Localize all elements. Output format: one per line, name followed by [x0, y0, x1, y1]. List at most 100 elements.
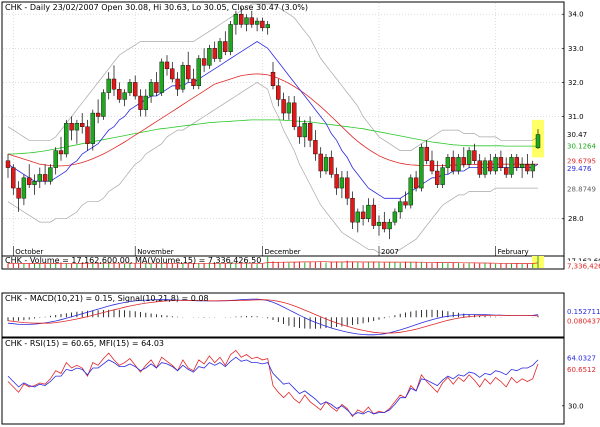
candle-body [270, 71, 276, 87]
candle-body [249, 17, 255, 25]
price-tag-label: 29.476 [567, 165, 592, 173]
candle-body [472, 150, 477, 161]
candle-body [90, 112, 96, 144]
candle-body [233, 14, 239, 25]
rsi-tag-label: 60.6512 [567, 366, 596, 374]
price-tag-bg [565, 163, 600, 173]
price-x-tick-label: November [137, 248, 174, 256]
candle-body [445, 157, 451, 168]
candle-body [143, 95, 149, 110]
candle-body [482, 160, 488, 175]
candle-body [191, 78, 196, 87]
candle-body [254, 20, 260, 25]
candle-body [276, 85, 281, 100]
candle-body [265, 24, 270, 29]
candle-body [42, 174, 48, 182]
candle-body [509, 157, 514, 175]
candle-body [180, 65, 186, 90]
candle-body [58, 150, 64, 155]
candle-body [201, 58, 207, 66]
rsi-right-tags: 64.0327 60.6512 [565, 352, 600, 374]
price-y-tick-label: 34.0 [568, 11, 584, 19]
candle-body [148, 82, 154, 97]
rsi-title: CHK - RSI(15) = 60.65, MFI(15) = 64.03 [5, 339, 164, 348]
candle-body [228, 24, 233, 52]
candle-body [382, 221, 387, 230]
candle-body [488, 160, 493, 172]
volume-panel: 17,162,607,336,426 CHK - Volume = 17,162… [1, 255, 600, 271]
candle-body [477, 160, 482, 175]
candle-body [170, 68, 175, 80]
candle-body [519, 163, 525, 168]
volume-tag-label: 7,336,426 [567, 263, 600, 271]
candle-body [138, 95, 143, 110]
candle-body [260, 20, 265, 29]
price-tag-bg [565, 155, 600, 165]
candle-body [122, 92, 127, 100]
price-tag-label: 30.47 [567, 131, 587, 139]
price-y-ticks: 34.0 33.0 32.0 31.0 28.0 [562, 11, 584, 223]
candle-body [111, 78, 117, 90]
price-candles [5, 7, 541, 240]
candle-body [207, 48, 212, 66]
candle-body [424, 146, 429, 161]
candle-body [429, 160, 435, 172]
price-y-tick-label: 33.0 [568, 45, 584, 53]
candle-body [117, 89, 122, 100]
candle-body [21, 177, 27, 199]
candle-body [53, 150, 58, 168]
volume-tag-bg [565, 256, 600, 265]
price-tag-bg [565, 184, 600, 194]
candle-body [196, 58, 202, 87]
candle-body [504, 167, 509, 175]
price-x-tick-label: October [15, 248, 43, 256]
candle-body [69, 123, 74, 131]
candle-body [64, 123, 69, 155]
candle-body [329, 157, 334, 175]
rsi-line [7, 349, 539, 418]
candle-body [408, 177, 413, 206]
candle-body [440, 167, 445, 185]
candle-body [302, 123, 307, 138]
volume-ma-line [8, 261, 539, 264]
macd-tag-bg [565, 306, 600, 316]
signal-line [7, 299, 539, 334]
price-panel: 34.0 33.0 32.0 31.0 28.0 October November Dece… [1, 1, 600, 257]
candle-body [281, 99, 286, 114]
candle-body [387, 221, 392, 230]
price-tag-label: 29.6795 [567, 157, 596, 165]
candle-body [313, 140, 318, 155]
candle-body [238, 14, 244, 25]
price-y-tick-label: 28.0 [568, 215, 584, 223]
candle-body [514, 157, 519, 168]
candle-body [451, 157, 456, 172]
candle-body [154, 82, 159, 93]
candle-body [244, 17, 249, 25]
macd-panel-frame [1, 292, 565, 338]
candle-body [419, 146, 424, 189]
candle-body [398, 201, 403, 213]
candle-body [318, 153, 323, 172]
macd-tag-label: 0.152711 [567, 308, 600, 316]
price-tag-label: 30.1264 [567, 143, 596, 151]
candle-body [339, 177, 345, 189]
candle-body [461, 157, 466, 165]
candle-body [323, 157, 329, 172]
candle-body [525, 163, 530, 172]
candle-body [217, 41, 223, 59]
candle-body [286, 102, 292, 114]
candle-body [360, 211, 366, 219]
price-chart-title: CHK - Daily 23/02/2007 Open 30.08, Hi 30… [5, 3, 308, 12]
candle-body [16, 187, 21, 199]
bollinger-lower-line [7, 81, 538, 254]
sma-short-line [7, 41, 539, 199]
rsi-mfi-plot [7, 349, 539, 418]
price-x-tick-label: 2007 [381, 248, 399, 256]
candle-body [345, 177, 350, 199]
price-tag-bg [565, 129, 600, 139]
candle-body [307, 123, 313, 141]
candle-body [74, 123, 80, 131]
